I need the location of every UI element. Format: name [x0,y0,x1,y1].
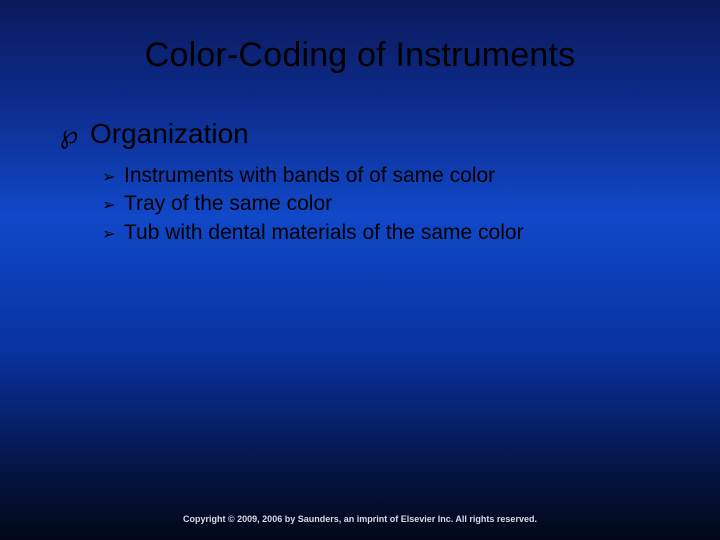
bullet-level2: ➢ Instruments with bands of of same colo… [102,164,670,189]
bullet-level1: ℘ Organization [60,118,670,150]
arrow-bullet-icon: ➢ [102,195,124,217]
level2-text: Instruments with bands of of same color [124,164,495,188]
slide-body: ℘ Organization ➢ Instruments with bands … [60,118,670,249]
arrow-bullet-icon: ➢ [102,224,124,246]
level2-text: Tray of the same color [124,192,332,216]
bullet-level2: ➢ Tray of the same color [102,192,670,217]
bullet-glyph-level1: ℘ [60,121,90,147]
slide-container: Color-Coding of Instruments ℘ Organizati… [0,0,720,540]
copyright-footer: Copyright © 2009, 2006 by Saunders, an i… [0,514,720,524]
arrow-bullet-icon: ➢ [102,167,124,189]
level2-text: Tub with dental materials of the same co… [124,221,524,245]
bullet-level2: ➢ Tub with dental materials of the same … [102,221,670,246]
slide-title: Color-Coding of Instruments [0,36,720,75]
level1-text: Organization [90,118,249,150]
